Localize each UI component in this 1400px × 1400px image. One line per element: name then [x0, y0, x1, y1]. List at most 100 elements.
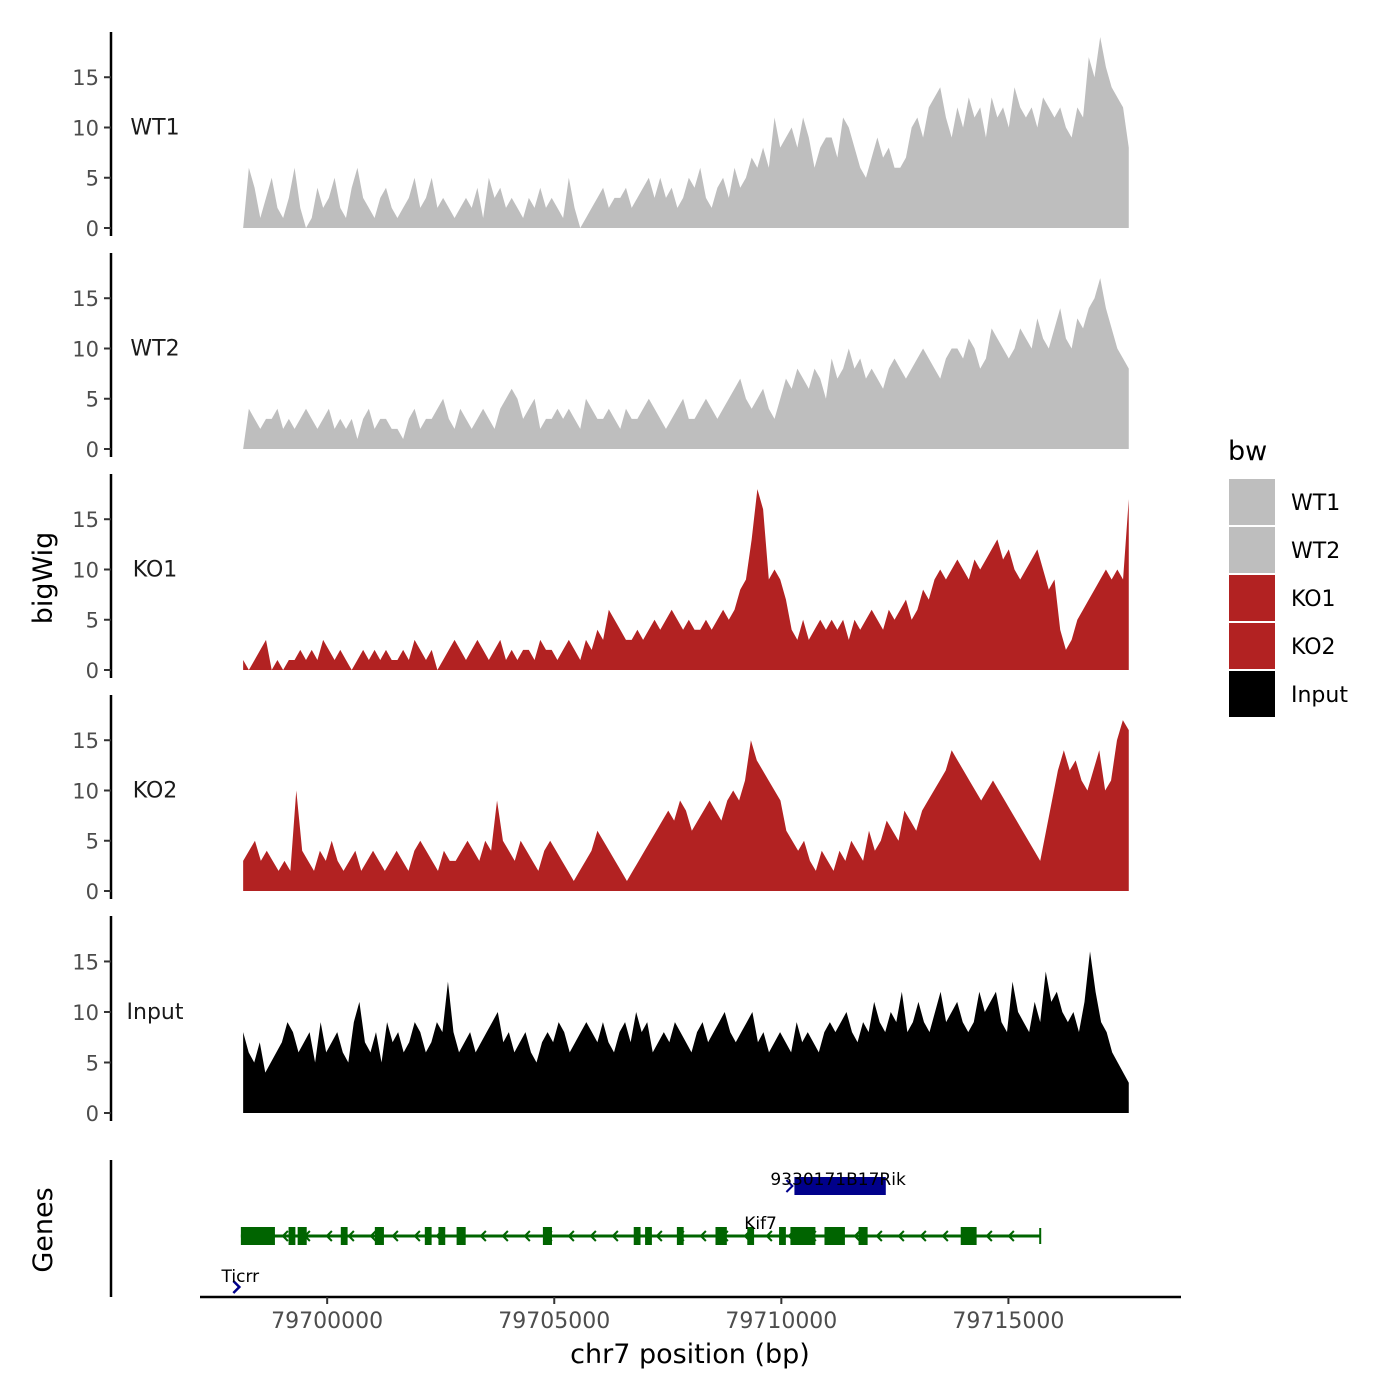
- y-tick-label: 15: [72, 287, 99, 311]
- exon: [824, 1227, 845, 1245]
- legend-label: WT2: [1291, 539, 1340, 564]
- x-axis-label: chr7 position (bp): [570, 1339, 810, 1370]
- track-input: 0 5 10 15 Input: [72, 916, 1129, 1126]
- legend-title: bw: [1228, 436, 1267, 467]
- x-tick-label: 79710000: [725, 1309, 837, 1334]
- legend-key-input: [1229, 671, 1275, 717]
- strand-arrow: [919, 1230, 927, 1242]
- signal-area-wt2: [243, 278, 1129, 449]
- signal-area-ko1: [243, 489, 1129, 670]
- exon: [340, 1227, 348, 1245]
- y-tick-label: 15: [72, 729, 99, 753]
- strand-arrow: [897, 1230, 905, 1242]
- y-tick-label: 5: [86, 609, 99, 633]
- strand-arrow: [699, 1230, 707, 1242]
- y-tick-label: 15: [72, 950, 99, 974]
- gene-block: [794, 1177, 886, 1195]
- y-tick-label: 5: [86, 830, 99, 854]
- exon: [747, 1227, 755, 1245]
- exon: [858, 1227, 868, 1245]
- exon: [288, 1227, 296, 1245]
- exon: [645, 1227, 652, 1245]
- strand-arrow: [281, 1230, 289, 1242]
- x-axis: 79700000 79705000 79710000 79715000: [200, 1295, 1181, 1334]
- signal-area-wt1: [243, 37, 1129, 228]
- legend-label: KO1: [1291, 587, 1336, 612]
- exon: [374, 1227, 384, 1245]
- gene-label: 9330171B17Rik: [770, 1170, 906, 1190]
- strand-arrow: [567, 1230, 575, 1242]
- gene-kif7: Kif7: [240, 1214, 1042, 1245]
- track-label: WT1: [130, 116, 179, 141]
- legend-label: WT1: [1291, 491, 1340, 516]
- legend-label: KO2: [1291, 635, 1336, 660]
- strand-arrow: [369, 1230, 377, 1242]
- strand-arrow: [413, 1230, 421, 1242]
- y-tick-label: 0: [86, 438, 99, 462]
- strand-arrow: [611, 1230, 619, 1242]
- strand-arrow: [985, 1230, 993, 1242]
- y-tick-label: 10: [72, 116, 99, 140]
- strand-arrow: [655, 1230, 663, 1242]
- legend-label: Input: [1291, 683, 1348, 708]
- track-ko2: 0 5 10 15 KO2: [72, 695, 1129, 904]
- exon: [456, 1227, 466, 1245]
- strand-arrow: [785, 1179, 794, 1193]
- legend-key-wt2: [1229, 527, 1275, 573]
- strand-arrow: [391, 1230, 399, 1242]
- y-tick-label: 10: [72, 558, 99, 582]
- strand-arrow: [853, 1230, 861, 1242]
- legend-key-ko2: [1229, 623, 1275, 669]
- strand-arrow: [501, 1230, 509, 1242]
- legend: bw WT1 WT2 KO1 KO2 Input: [1228, 436, 1348, 717]
- y-tick-label: 5: [86, 1051, 99, 1075]
- gene-9330171b17rik: 9330171B17Rik: [770, 1170, 906, 1195]
- strand-arrow: [875, 1230, 883, 1242]
- signal-area-input: [243, 951, 1129, 1113]
- signal-area-ko2: [243, 720, 1129, 891]
- y-tick-label: 10: [72, 337, 99, 361]
- x-tick-label: 79715000: [952, 1309, 1064, 1334]
- exon: [960, 1227, 977, 1245]
- track-panels: 0 5 10 15 WT1 0 5 10 15 WT2 0 5 10 15 KO1 0 5 10 15 KO2 0 5 10…: [72, 32, 1129, 1126]
- exon: [438, 1227, 446, 1245]
- exon: [790, 1227, 816, 1245]
- exon: [240, 1227, 275, 1245]
- track-label: KO2: [133, 779, 178, 804]
- genes-axis-label: Genes: [28, 1187, 59, 1272]
- y-tick-label: 15: [72, 66, 99, 90]
- strand-arrow: [479, 1230, 487, 1242]
- strand-arrow: [1007, 1230, 1015, 1242]
- exon: [424, 1227, 432, 1245]
- track-label: Input: [127, 1000, 184, 1025]
- track-wt2: 0 5 10 15 WT2: [72, 253, 1129, 462]
- strand-arrow: [941, 1230, 949, 1242]
- exon: [633, 1227, 641, 1245]
- strand-arrow: [523, 1230, 531, 1242]
- exon: [676, 1227, 684, 1245]
- strand-arrow: [232, 1280, 242, 1294]
- exon: [779, 1227, 786, 1245]
- strand-arrow: [765, 1230, 773, 1242]
- exon: [715, 1227, 727, 1245]
- y-tick-label: 5: [86, 388, 99, 412]
- track-ko1: 0 5 10 15 KO1: [72, 474, 1129, 683]
- exon: [542, 1227, 552, 1245]
- x-tick-label: 79700000: [271, 1309, 383, 1334]
- y-tick-label: 10: [72, 1001, 99, 1025]
- y-tick-label: 10: [72, 779, 99, 803]
- strand-arrow: [347, 1230, 355, 1242]
- strand-arrow: [589, 1230, 597, 1242]
- track-label: WT2: [130, 337, 179, 362]
- legend-key-wt1: [1229, 479, 1275, 525]
- legend-key-ko1: [1229, 575, 1275, 621]
- y-tick-label: 15: [72, 508, 99, 532]
- strand-arrow: [325, 1230, 333, 1242]
- gene-ticrr: Ticrr: [221, 1267, 260, 1294]
- y-tick-label: 0: [86, 659, 99, 683]
- y-axis-label: bigWig: [28, 532, 59, 625]
- track-label: KO1: [133, 558, 178, 583]
- track-wt1: 0 5 10 15 WT1: [72, 32, 1129, 241]
- gene-label: Ticrr: [221, 1267, 260, 1287]
